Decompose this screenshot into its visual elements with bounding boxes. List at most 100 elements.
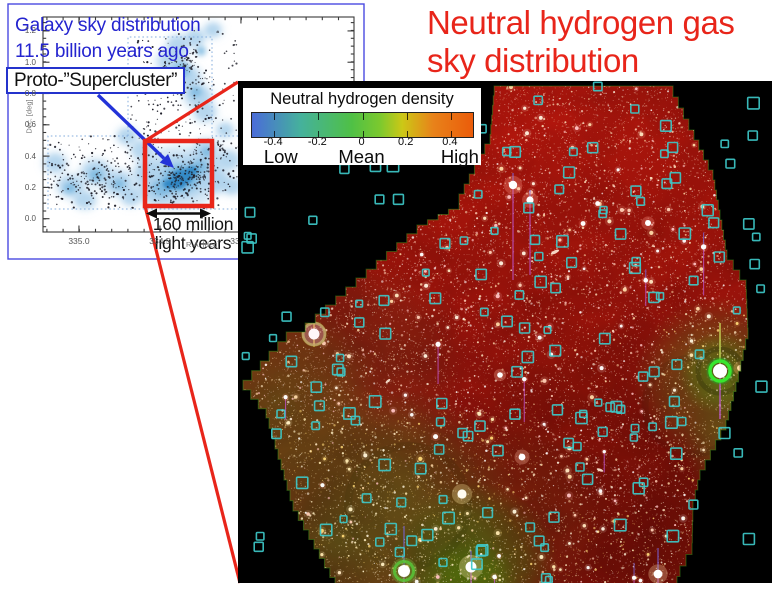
candidate-square (336, 367, 346, 377)
candidate-square (435, 417, 446, 427)
candidate-square (551, 404, 564, 416)
candidate-square (659, 119, 673, 132)
candidate-square (442, 511, 456, 525)
candidate-square (508, 145, 522, 158)
candidate-square (701, 204, 714, 217)
candidate-square (533, 95, 544, 106)
inset-title-line1: Galaxy sky distribution (15, 15, 201, 36)
inset-x-axis-title: R.A. [deg] (186, 240, 220, 249)
survey-outline-dotted (127, 36, 238, 137)
bright-star (508, 180, 518, 190)
zoom-region-box (142, 138, 215, 209)
colorbar-title: Neutral hydrogen density (270, 90, 454, 108)
candidate-square (605, 402, 616, 413)
candidate-square (439, 237, 451, 250)
candidate-square (555, 234, 569, 248)
candidate-square (459, 236, 469, 246)
candidate-square (518, 322, 531, 334)
candidate-square (756, 284, 766, 294)
scale-line2: light years (154, 232, 232, 253)
candidate-square (613, 518, 627, 532)
candidate-square (630, 185, 642, 197)
candidate-square (549, 344, 562, 357)
candidate-square (540, 543, 550, 553)
candidate-square (575, 411, 588, 425)
green-ring (301, 321, 327, 347)
inset-y-tick-label: 1.2 (24, 26, 36, 36)
candidate-square (392, 193, 405, 206)
colorbar-tick (318, 113, 320, 120)
candidate-square (694, 349, 705, 360)
candidate-square (637, 371, 649, 382)
candidate-square (629, 433, 639, 442)
candidate-square (343, 406, 356, 420)
candidate-square (501, 146, 512, 157)
candidate-square (664, 415, 679, 430)
candidate-square (276, 409, 286, 419)
colorbar-word-label: High (440, 145, 479, 167)
candidate-square (630, 423, 640, 433)
candidate-square (355, 299, 364, 308)
candidate-square (524, 522, 536, 533)
candidate-square (615, 404, 626, 414)
galaxy-smudge (385, 378, 391, 384)
colorbar-tick (450, 131, 452, 137)
candidate-square (543, 326, 552, 335)
candidate-square (295, 476, 309, 490)
candidate-square (319, 523, 333, 537)
candidate-square (368, 394, 382, 408)
candidate-square (575, 462, 585, 472)
bright-star (526, 196, 534, 204)
candidate-square (354, 317, 365, 328)
scale-line1: 160 million (152, 214, 234, 234)
inset-y-axis-title: Dec. [deg] (24, 99, 34, 134)
candidate-square (246, 233, 257, 244)
candidate-square (562, 166, 576, 179)
candidate-square (331, 363, 344, 376)
inset-x-tick-label: 335.0 (68, 236, 90, 246)
candidate-square (255, 531, 265, 541)
candidate-square (747, 130, 759, 141)
candidate-square (406, 535, 418, 547)
candidate-square (523, 202, 535, 214)
candidate-square (414, 462, 427, 475)
inset-y-tick-label: 0.2 (24, 182, 36, 192)
inset-y-tick-label: 0.8 (24, 89, 36, 99)
colorbar-gradient (251, 112, 474, 138)
galaxy-smudge (596, 468, 604, 472)
footprint-edge (242, 85, 749, 583)
candidate-square (648, 366, 660, 378)
candidate-square (669, 447, 683, 461)
candidate-square (666, 141, 679, 154)
colorbar-tick (406, 131, 408, 137)
candidate-square (742, 532, 756, 546)
candidate-square (500, 315, 513, 328)
colorbar-tick (362, 113, 364, 120)
candidate-square (550, 282, 561, 294)
colorbar-legend: Neutral hydrogen density -0.4 -0.2 0 0.2 0.4… (243, 88, 481, 165)
bright-star (497, 372, 503, 378)
starfield (243, 86, 748, 583)
candidate-square (534, 251, 544, 262)
candidate-square (598, 209, 608, 219)
colorbar-tick-label: -0.4 (263, 136, 283, 148)
candidate-square (509, 408, 521, 420)
inset-y-tick-label: 0.0 (24, 214, 36, 224)
candidate-square (733, 447, 744, 458)
candidate-square (688, 499, 699, 510)
candidate-square (713, 251, 726, 263)
candidate-square (438, 557, 448, 568)
inset-y-tick-label: 0.4 (24, 151, 36, 161)
candidate-square (568, 147, 578, 157)
galaxy-smudge (550, 249, 560, 255)
scale-arrow-head-left (146, 208, 157, 219)
candidate-square (732, 306, 741, 315)
inset-plot-title: Galaxy sky distribution 11.5 billion yea… (15, 13, 201, 64)
colorbar-tick (406, 113, 408, 120)
zoom-connector-line (143, 205, 242, 584)
candidate-square (319, 307, 330, 318)
candidate-square (749, 258, 761, 270)
scale-arrow-head-right (200, 208, 211, 219)
candidate-square (394, 546, 405, 558)
candidate-square (311, 421, 321, 431)
